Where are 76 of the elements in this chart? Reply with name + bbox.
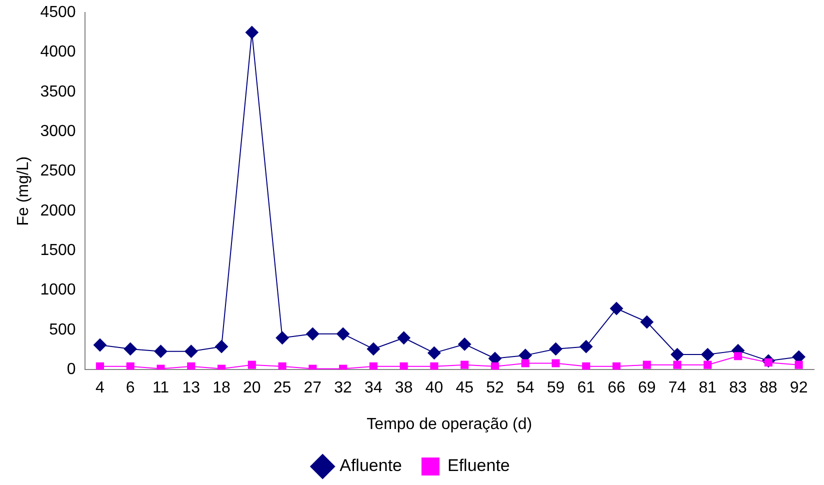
point bbox=[490, 362, 500, 370]
x-tick-label: 40 bbox=[425, 380, 444, 397]
point bbox=[612, 362, 621, 370]
point bbox=[187, 362, 196, 370]
point bbox=[673, 360, 682, 369]
y-tick-label: 0 bbox=[66, 361, 76, 378]
point bbox=[642, 360, 651, 369]
x-tick-label: 11 bbox=[152, 380, 170, 397]
point bbox=[552, 359, 560, 368]
x-tick-label: 52 bbox=[486, 380, 504, 397]
x-tick-label: 45 bbox=[456, 380, 474, 397]
y-tick-label: 1000 bbox=[40, 282, 76, 299]
point bbox=[521, 359, 530, 368]
point bbox=[369, 362, 378, 370]
point bbox=[610, 302, 624, 316]
x-tick-label: 74 bbox=[668, 380, 686, 397]
point bbox=[306, 327, 320, 340]
point bbox=[430, 362, 438, 370]
x-tick-label: 81 bbox=[698, 380, 717, 397]
x-tick-label: 92 bbox=[790, 380, 808, 397]
point bbox=[154, 344, 168, 358]
x-tick-label: 13 bbox=[182, 380, 200, 397]
y-tick-label: 3000 bbox=[40, 123, 76, 140]
y-tick-label: 2000 bbox=[40, 202, 76, 220]
point bbox=[400, 362, 408, 370]
x-tick-label: 20 bbox=[243, 380, 261, 397]
y-axis-title: Fe (mg/L) bbox=[15, 156, 32, 226]
point bbox=[366, 342, 380, 356]
point bbox=[704, 360, 712, 369]
x-tick-label: 38 bbox=[394, 380, 413, 397]
point bbox=[397, 331, 410, 344]
point bbox=[184, 344, 198, 358]
x-tick-label: 18 bbox=[212, 380, 231, 397]
x-tick-label: 6 bbox=[126, 380, 135, 397]
x-tick-label: 32 bbox=[334, 380, 352, 397]
y-tick-label: 3500 bbox=[40, 83, 76, 100]
legend-label: Afluente bbox=[340, 456, 402, 476]
point bbox=[248, 360, 256, 369]
x-axis-title: Tempo de operação (d) bbox=[366, 416, 532, 433]
point bbox=[245, 26, 258, 39]
point bbox=[582, 362, 590, 370]
y-tick-label: 2500 bbox=[40, 162, 76, 180]
x-tick-label: 61 bbox=[577, 380, 596, 397]
point bbox=[276, 331, 289, 344]
legend-label: Efluente bbox=[448, 456, 510, 476]
y-tick-label: 4000 bbox=[40, 44, 76, 61]
point bbox=[460, 360, 469, 369]
y-tick-label: 4500 bbox=[40, 4, 76, 22]
x-tick-label: 66 bbox=[608, 380, 626, 397]
point bbox=[126, 362, 134, 370]
x-tick-label: 69 bbox=[638, 380, 656, 397]
point bbox=[458, 338, 472, 351]
x-tick-label: 4 bbox=[96, 380, 105, 397]
point bbox=[96, 362, 104, 370]
x-tick-label: 59 bbox=[546, 380, 565, 397]
point bbox=[278, 362, 286, 370]
point bbox=[93, 338, 106, 352]
point bbox=[549, 342, 562, 356]
y-tick-label: 1500 bbox=[40, 242, 76, 260]
y-tick-label: 500 bbox=[49, 321, 76, 338]
point bbox=[124, 342, 137, 356]
point bbox=[215, 340, 228, 354]
x-tick-label: 27 bbox=[304, 380, 322, 397]
point bbox=[701, 348, 714, 362]
x-tick-label: 83 bbox=[729, 380, 748, 397]
x-tick-label: 88 bbox=[760, 380, 778, 397]
x-tick-label: 34 bbox=[364, 380, 382, 397]
point bbox=[640, 316, 654, 328]
point bbox=[794, 360, 803, 369]
point bbox=[336, 327, 350, 340]
point bbox=[670, 348, 684, 362]
x-tick-label: 54 bbox=[516, 380, 534, 397]
point bbox=[580, 340, 593, 354]
point bbox=[734, 352, 742, 360]
point bbox=[428, 346, 441, 360]
x-tick-label: 25 bbox=[273, 380, 292, 397]
